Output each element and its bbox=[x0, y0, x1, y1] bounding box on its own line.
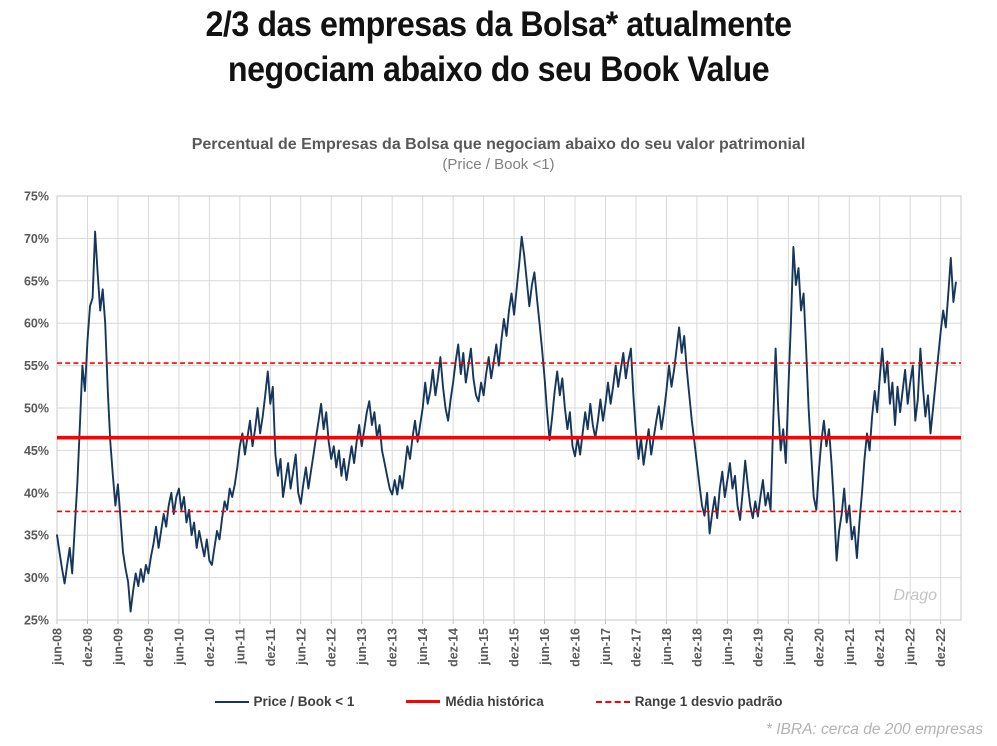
x-axis-label: jun-17 bbox=[599, 628, 613, 666]
y-axis-label: 65% bbox=[24, 274, 49, 288]
y-axis-label: 55% bbox=[24, 359, 49, 373]
y-axis-label: 35% bbox=[24, 529, 49, 543]
page-title-line1: 2/3 das empresas da Bolsa* atualmente bbox=[205, 5, 792, 44]
x-axis-label: dez-21 bbox=[873, 628, 887, 667]
page-title-line2: negociam abaixo do seu Book Value bbox=[227, 50, 770, 89]
x-axis-label: dez-18 bbox=[690, 628, 704, 667]
legend-item-media-historica: Média histórica bbox=[406, 694, 544, 709]
x-axis-label: dez-22 bbox=[934, 628, 948, 667]
series-price-book-line bbox=[56, 230, 957, 613]
x-axis-label: jun-22 bbox=[904, 628, 918, 666]
x-axis-label: dez-15 bbox=[508, 628, 522, 667]
y-axis-label: 50% bbox=[24, 402, 49, 416]
x-axis-label: jun-12 bbox=[294, 628, 308, 666]
x-axis-label: jun-16 bbox=[538, 628, 552, 666]
x-axis-label: dez-08 bbox=[81, 628, 95, 667]
x-axis-label: jun-15 bbox=[477, 628, 491, 666]
chart-subtitle: (Price / Book <1) bbox=[442, 156, 555, 173]
x-axis-label: dez-09 bbox=[142, 628, 156, 667]
x-axis-label: jun-10 bbox=[172, 628, 186, 666]
watermark: Drago bbox=[893, 587, 937, 604]
chart-title: Percentual de Empresas da Bolsa que nego… bbox=[191, 136, 806, 153]
x-axis-label: jun-21 bbox=[843, 628, 857, 666]
x-axis-label: jun-19 bbox=[721, 628, 735, 666]
y-axis-label: 30% bbox=[24, 571, 49, 585]
x-axis-label: jun-08 bbox=[51, 628, 65, 666]
x-axis-label: dez-20 bbox=[812, 628, 826, 667]
x-axis-label: jun-20 bbox=[782, 628, 796, 666]
x-axis-label: dez-14 bbox=[447, 628, 461, 667]
navy-line-swatch-icon bbox=[214, 700, 249, 703]
y-axis-label: 25% bbox=[24, 614, 49, 628]
x-axis-label: dez-16 bbox=[569, 628, 583, 667]
x-axis-label: dez-10 bbox=[203, 628, 217, 667]
page-title: 2/3 das empresas da Bolsa* atualmente neg… bbox=[0, 2, 997, 92]
legend-item-range-desvio: Range 1 desvio padrão bbox=[595, 694, 783, 709]
x-axis-label: jun-18 bbox=[660, 628, 674, 666]
legend-label-price-book: Price / Book < 1 bbox=[253, 694, 355, 709]
x-axis-label: dez-13 bbox=[386, 628, 400, 667]
plot-border bbox=[56, 195, 962, 621]
y-axis-label: 70% bbox=[24, 232, 49, 246]
x-axis-label: jun-11 bbox=[233, 628, 247, 665]
y-axis-label: 60% bbox=[24, 317, 49, 331]
x-axis-label: jun-09 bbox=[111, 628, 125, 666]
y-axis-label: 40% bbox=[24, 486, 49, 500]
x-axis-label: dez-17 bbox=[629, 628, 643, 667]
x-axis-label: dez-11 bbox=[264, 628, 278, 666]
x-axis-label: dez-12 bbox=[325, 628, 339, 667]
x-axis-label: dez-19 bbox=[751, 628, 765, 667]
legend-label-media-historica: Média histórica bbox=[445, 694, 544, 709]
x-axis-label: jun-13 bbox=[355, 628, 369, 666]
y-axis-label: 75% bbox=[24, 190, 49, 204]
red-dashed-swatch-icon bbox=[595, 700, 630, 703]
y-axis-label: 45% bbox=[24, 444, 49, 458]
footnote: * IBRA: cerca de 200 empresas bbox=[765, 721, 983, 738]
x-axis-label: jun-14 bbox=[416, 628, 430, 666]
chart-legend: Price / Book < 1 Média histórica Range 1… bbox=[0, 694, 997, 709]
red-line-swatch-icon bbox=[406, 700, 441, 703]
legend-label-range-desvio: Range 1 desvio padrão bbox=[634, 694, 783, 709]
legend-item-price-book: Price / Book < 1 bbox=[214, 694, 355, 709]
